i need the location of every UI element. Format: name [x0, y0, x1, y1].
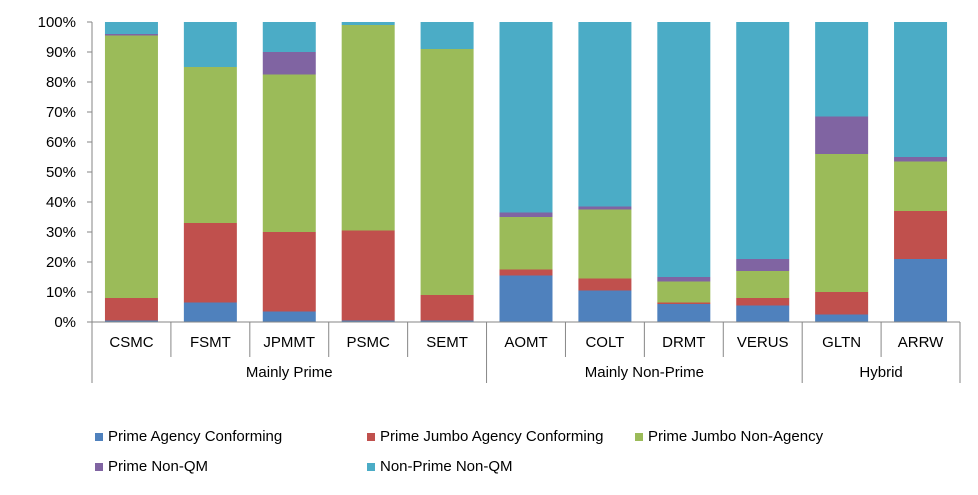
bar-segment [420, 22, 474, 49]
y-tick-label: 100% [38, 14, 76, 31]
bar-segment [183, 67, 237, 223]
bar-segment [578, 290, 632, 322]
legend-label: Non-Prime Non-QM [380, 458, 513, 475]
y-tick-label: 90% [46, 44, 76, 61]
bar-segment [815, 22, 869, 117]
bar-segment [104, 22, 158, 34]
legend-item: Non-Prime Non-QM [367, 458, 513, 475]
bar-segment [894, 22, 948, 157]
bar-segment [262, 74, 316, 232]
x-tick-label: CSMC [109, 334, 153, 351]
x-tick-label: PSMC [347, 334, 391, 351]
y-tick-label: 20% [46, 254, 76, 271]
bar-segment [815, 154, 869, 292]
bar-segment [262, 311, 316, 322]
legend-item: Prime Non-QM [95, 458, 208, 475]
x-tick-label: JPMMT [263, 334, 315, 351]
bar-segment [894, 259, 948, 322]
legend-label: Prime Non-QM [108, 458, 209, 475]
bar-segment [104, 320, 158, 322]
bar-segment [104, 34, 158, 36]
bar-segment [183, 22, 237, 67]
bar-segment [183, 302, 237, 322]
legend-item: Prime Jumbo Agency Conforming [367, 428, 603, 445]
bar-segment [341, 320, 395, 322]
bar-segment [815, 314, 869, 322]
y-tick-label: 30% [46, 224, 76, 241]
legend-swatch [635, 432, 643, 441]
x-tick-label: FSMT [190, 334, 231, 351]
legend-swatch [367, 462, 375, 471]
bar-segment [104, 298, 158, 321]
x-tick-label: COLT [585, 334, 624, 351]
y-tick-label: 0% [54, 314, 76, 331]
x-tick-label: SEMT [426, 334, 468, 351]
bar-segment [894, 157, 948, 162]
y-axis: 0% 10% 20% 30% 40% 50% 60% 70% 80% 90% 100% [38, 14, 93, 331]
x-tick-label: VERUS [737, 334, 789, 351]
bar-segment [736, 22, 790, 259]
x-tick-label: AOMT [504, 334, 547, 351]
bar-segment [420, 295, 474, 321]
bar-segment [420, 320, 474, 322]
bar-segment [736, 298, 790, 306]
y-tick-label: 10% [46, 284, 76, 301]
legend-swatch [95, 432, 103, 441]
bar-segment [578, 206, 632, 210]
legend-label: Prime Agency Conforming [108, 428, 283, 445]
group-label: Hybrid [859, 364, 902, 381]
bar-segment [499, 217, 553, 270]
bar-segment [894, 211, 948, 259]
legend-swatch [367, 432, 375, 441]
x-axis: CSMC FSMT JPMMT PSMC SEMT AOMT COLT DRMT VERUS GL… [91, 321, 961, 383]
bar-segment [183, 223, 237, 303]
bar-segment [262, 52, 316, 75]
bar-segment [499, 269, 553, 276]
bar-segment [815, 116, 869, 154]
bar-segment [262, 232, 316, 312]
group-label: Mainly Prime [246, 364, 333, 381]
bar-segment [499, 22, 553, 213]
x-tick-label: GLTN [822, 334, 861, 351]
bar-segment [736, 259, 790, 271]
bar-segment [657, 22, 711, 277]
legend-item: Prime Agency Conforming [95, 428, 282, 445]
bar-segment [894, 161, 948, 211]
group-label: Mainly Non-Prime [585, 364, 704, 381]
bar-segment [341, 22, 395, 25]
y-tick-label: 80% [46, 74, 76, 91]
bar-segment [104, 35, 158, 298]
x-tick-label: ARRW [898, 334, 944, 351]
legend-label: Prime Jumbo Agency Conforming [380, 428, 604, 445]
bar-segment [341, 25, 395, 231]
bar-segment [499, 212, 553, 217]
bar-segment [341, 230, 395, 321]
bar-segment [657, 302, 711, 304]
bar-segment [815, 292, 869, 315]
bar-segment [736, 271, 790, 298]
y-tick-label: 40% [46, 194, 76, 211]
bar-segment [578, 22, 632, 207]
legend-label: Prime Jumbo Non-Agency [648, 428, 824, 445]
bar-segment [420, 49, 474, 295]
legend-swatch [95, 462, 103, 471]
bar-segment [578, 209, 632, 279]
bars [104, 22, 948, 322]
bar-segment [262, 22, 316, 52]
bar-segment [657, 277, 711, 282]
y-tick-label: 60% [46, 134, 76, 151]
x-tick-label: DRMT [662, 334, 705, 351]
y-tick-label: 70% [46, 104, 76, 121]
bar-segment [657, 281, 711, 303]
bar-segment [499, 275, 553, 322]
legend: Prime Agency Conforming Prime Jumbo Agenc… [95, 428, 965, 488]
bar-segment [657, 304, 711, 322]
legend-item: Prime Jumbo Non-Agency [635, 428, 823, 445]
bar-segment [578, 278, 632, 291]
y-tick-label: 50% [46, 164, 76, 181]
bar-segment [736, 305, 790, 322]
